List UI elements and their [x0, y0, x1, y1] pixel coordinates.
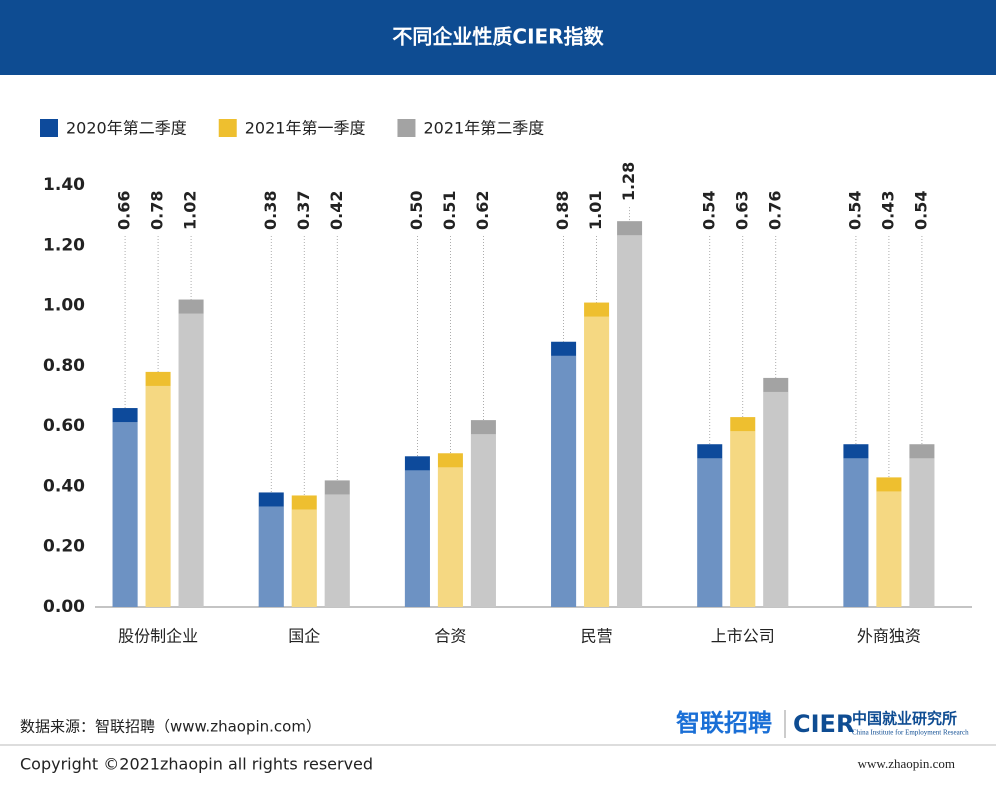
bar-shade [730, 431, 756, 607]
bar [697, 444, 723, 607]
legend-swatch [397, 119, 416, 137]
logo-cier: CIER [793, 710, 854, 738]
header-band [0, 0, 996, 75]
value-label: 0.51 [440, 191, 459, 230]
value-label: 0.54 [699, 191, 718, 230]
x-tick-label: 民营 [581, 627, 613, 646]
y-tick-label: 0.00 [43, 597, 85, 617]
value-label: 1.28 [619, 162, 638, 201]
bar-shade [437, 467, 463, 607]
bar [112, 408, 138, 607]
bar-shade [178, 313, 204, 607]
value-label: 1.02 [181, 191, 200, 230]
y-tick-label: 0.60 [43, 416, 85, 436]
y-tick-label: 1.20 [43, 235, 85, 255]
bar-shade [843, 458, 869, 607]
bar [324, 480, 350, 607]
bar [876, 477, 902, 607]
value-label: 0.63 [732, 191, 751, 230]
value-label: 0.62 [473, 191, 492, 230]
y-tick-label: 1.00 [43, 296, 85, 316]
bar [437, 453, 463, 607]
bar-shade [763, 391, 789, 607]
logo-zhaopin: 智联招聘 [676, 709, 772, 737]
value-label: 1.01 [586, 191, 605, 230]
bar-shade [909, 458, 935, 607]
y-tick-label: 1.40 [43, 175, 85, 195]
bar-shade [584, 316, 610, 607]
y-tick-label: 0.40 [43, 476, 85, 496]
value-label: 0.37 [294, 191, 313, 230]
value-label: 0.76 [765, 191, 784, 230]
bar-shade [876, 491, 902, 607]
bar-shade [258, 506, 284, 607]
bar [404, 456, 430, 607]
legend-label: 2021年第二季度 [423, 119, 544, 138]
bar [145, 371, 171, 607]
legend-swatch [40, 119, 58, 137]
legend-swatch [218, 119, 237, 137]
bar [258, 492, 284, 607]
value-label: 0.42 [327, 191, 346, 230]
bar-shade [112, 422, 138, 607]
value-label: 0.54 [911, 191, 930, 230]
value-label: 0.43 [878, 191, 897, 230]
bar-shade [617, 235, 643, 607]
bar [730, 417, 756, 607]
bar-shade [291, 509, 317, 607]
y-tick-label: 0.20 [43, 537, 85, 557]
value-label: 0.66 [115, 191, 134, 230]
bar [291, 495, 317, 607]
source-note: 数据来源：智联招聘（www.zhaopin.com） [20, 718, 321, 736]
value-label: 0.50 [407, 191, 426, 230]
logo-cier-cn: 中国就业研究所 [852, 710, 957, 728]
chart-title: 不同企业性质CIER指数 [392, 25, 604, 49]
bar-shade [697, 458, 723, 607]
logo-cier-en: China Institute for Employment Research [852, 729, 969, 737]
value-label: 0.54 [845, 191, 864, 230]
legend-label: 2020年第二季度 [66, 119, 187, 138]
bar [843, 444, 869, 607]
legend-label: 2021年第一季度 [245, 119, 366, 138]
x-tick-label: 上市公司 [711, 627, 775, 646]
bar [178, 299, 204, 607]
copyright: Copyright ©2021zhaopin all rights reserv… [20, 755, 373, 774]
bar [617, 221, 643, 607]
bar-shade [551, 355, 577, 607]
bar [470, 420, 496, 607]
bar [584, 302, 610, 607]
x-tick-label: 股份制企业 [118, 627, 198, 646]
value-label: 0.88 [553, 191, 572, 230]
value-label: 0.38 [261, 191, 280, 230]
x-tick-label: 国企 [288, 627, 320, 646]
bar-shade [145, 385, 171, 607]
bar [763, 377, 789, 607]
bar-shade [404, 470, 430, 607]
x-tick-label: 外商独资 [857, 627, 921, 646]
value-label: 0.78 [148, 191, 167, 230]
footer-url: www.zhaopin.com [858, 756, 955, 771]
bar-shade [470, 434, 496, 607]
bar [909, 444, 935, 607]
y-tick-label: 0.80 [43, 356, 85, 376]
x-tick-label: 合资 [434, 627, 466, 646]
bar-shade [324, 494, 350, 607]
bar [551, 341, 577, 607]
